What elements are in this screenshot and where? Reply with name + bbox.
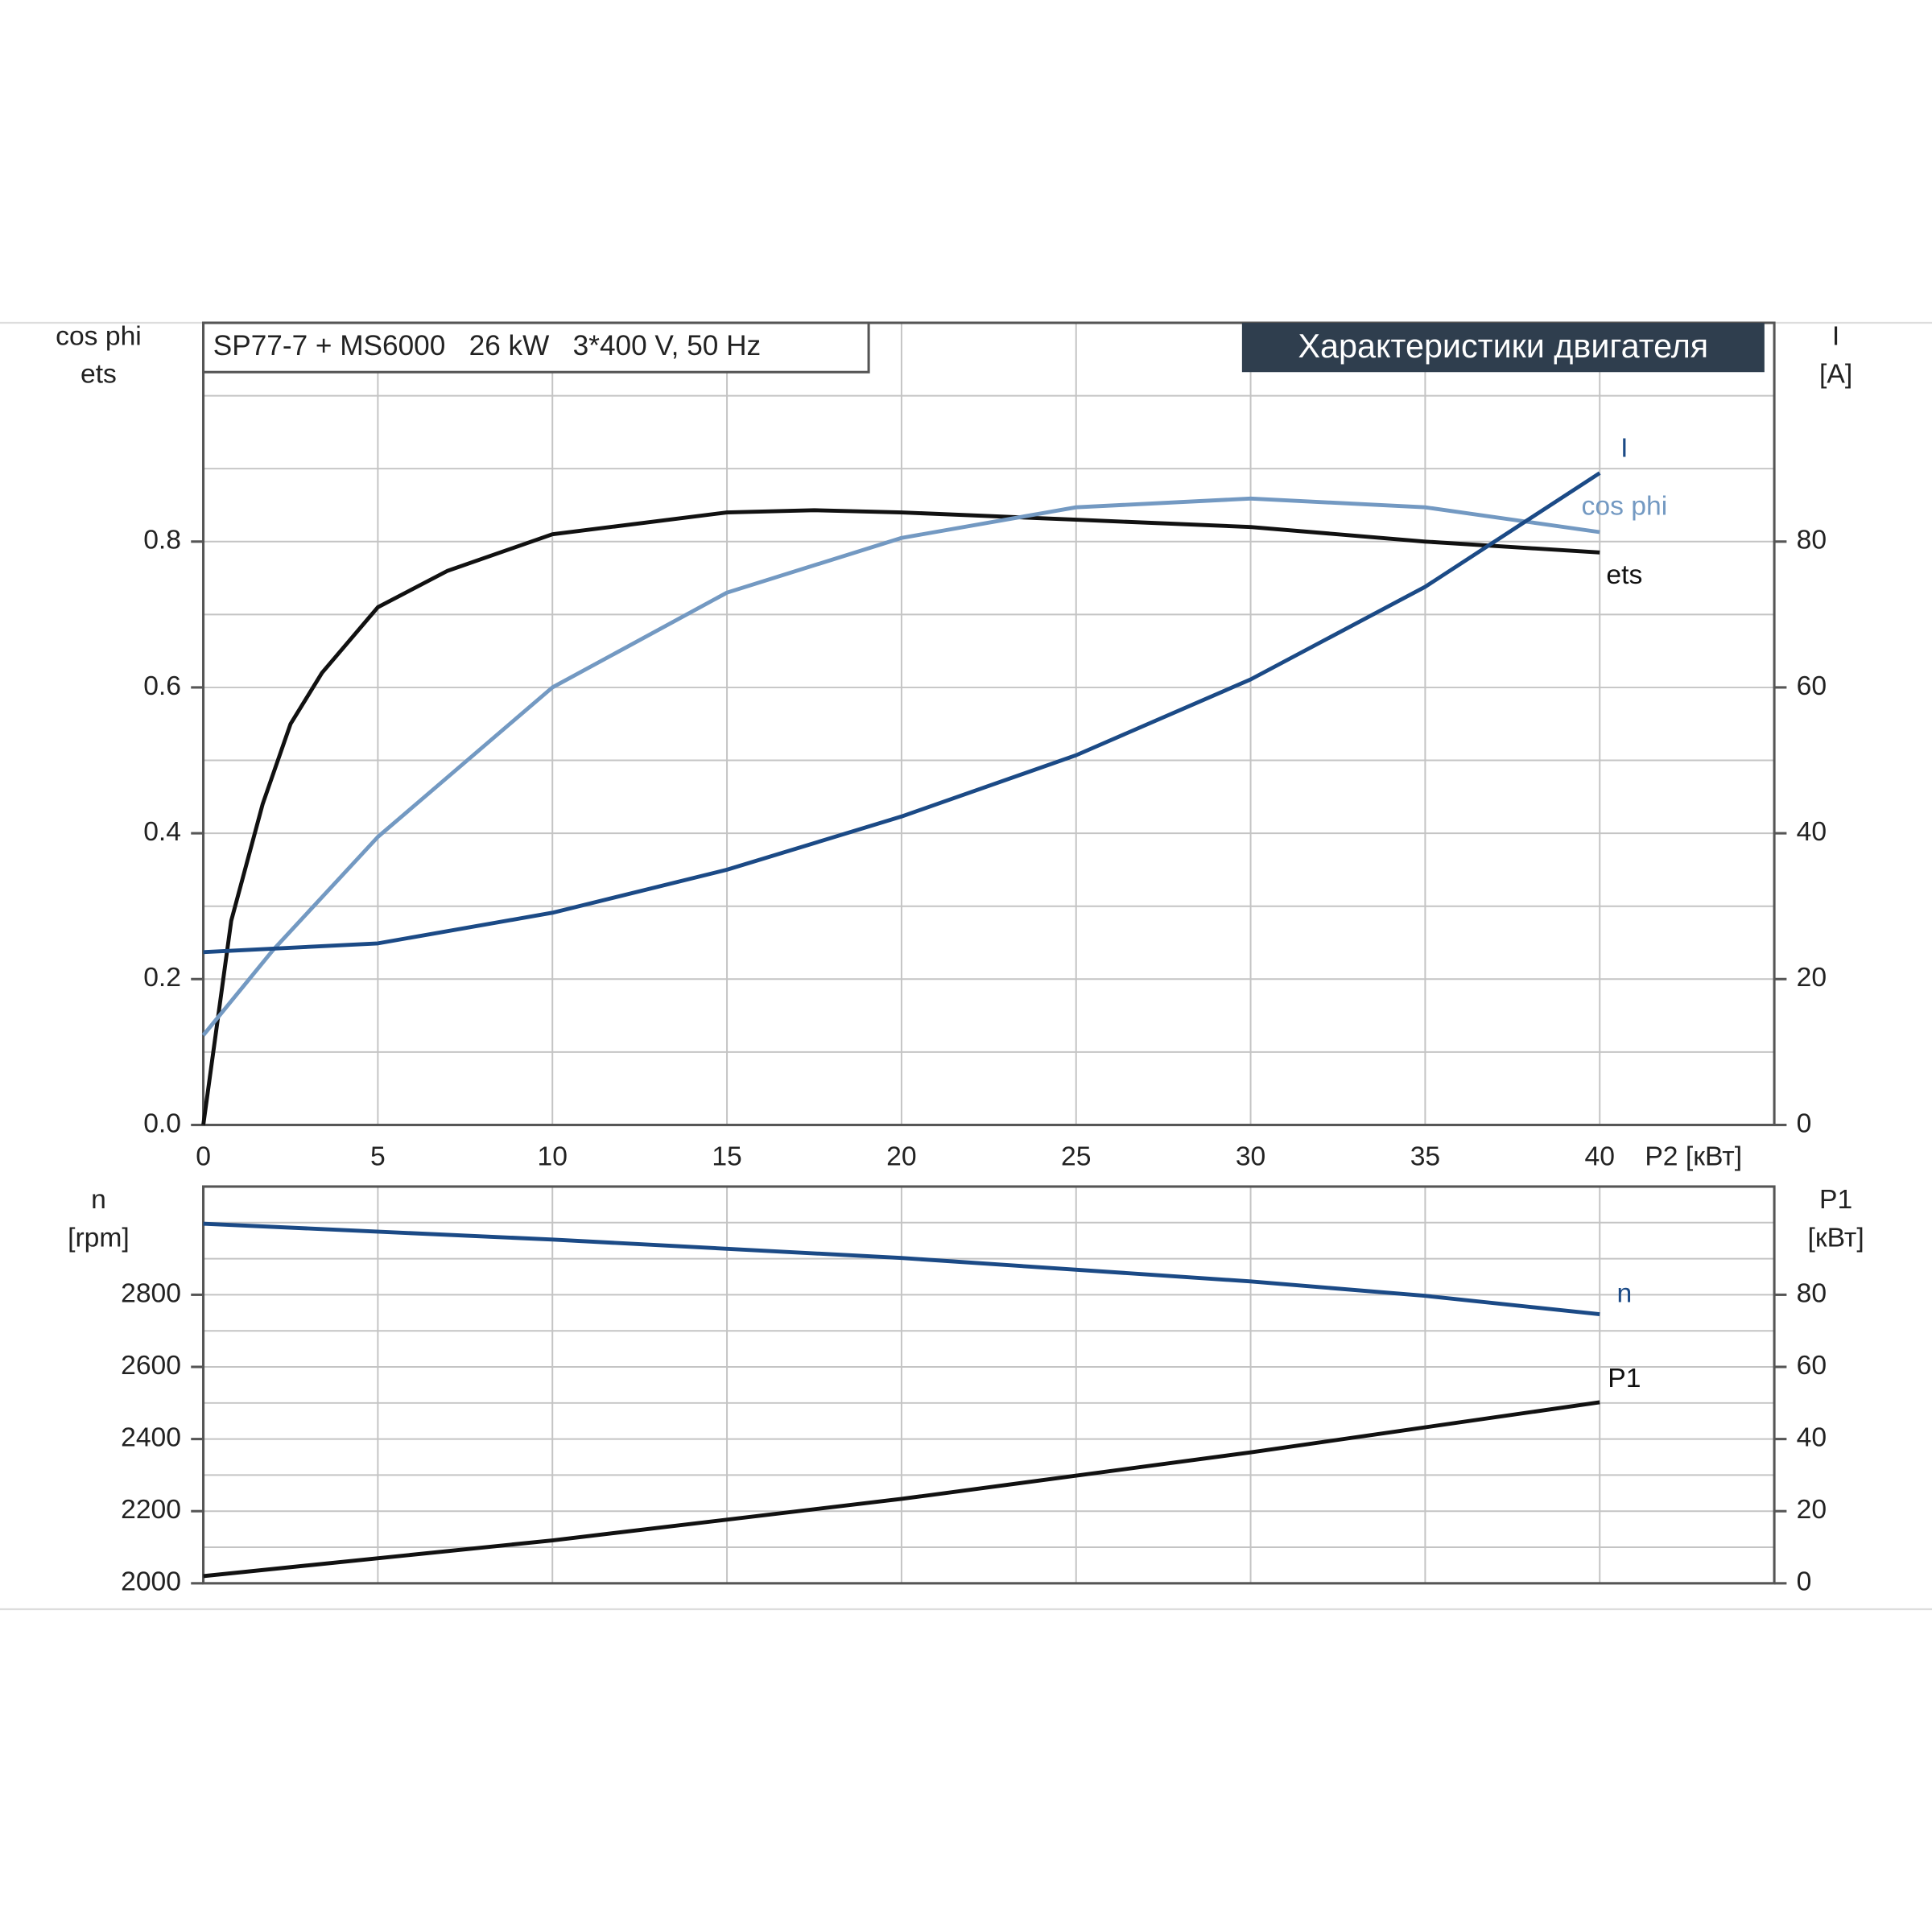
y-tick-label: 2800 xyxy=(121,1278,181,1308)
y2-tick-label: 20 xyxy=(1797,1495,1827,1525)
y2-axis-label: [кВт] xyxy=(1808,1224,1864,1253)
x-tick-label: 20 xyxy=(886,1142,916,1172)
x-tick-label: 15 xyxy=(712,1142,741,1172)
plot-frame xyxy=(202,1185,1776,1585)
y2-tick-label: 0 xyxy=(1797,1108,1812,1138)
y2-tick-label: 80 xyxy=(1797,1278,1827,1308)
series-label: P1 xyxy=(1608,1364,1641,1393)
x-tick-label: 25 xyxy=(1061,1142,1091,1172)
y-axis-label: [rpm] xyxy=(68,1224,130,1253)
series-line xyxy=(203,1400,1600,1579)
series-label: I xyxy=(1620,434,1628,464)
series-line xyxy=(201,496,1600,1037)
header-box xyxy=(1241,323,1765,373)
y-axis-label: n xyxy=(91,1185,106,1215)
y-tick-label: 0.4 xyxy=(143,817,181,847)
y-tick-label: 2200 xyxy=(121,1495,181,1525)
header: Характеристики двигателя xyxy=(1298,328,1708,365)
y-tick-label: 2600 xyxy=(121,1351,181,1381)
y-axis-label: ets xyxy=(80,360,117,390)
chart-title: SP77-7 + MS6000 26 kW 3*400 V, 50 Hz xyxy=(213,330,761,361)
y-tick-label: 0.8 xyxy=(143,526,181,555)
y2-tick-label: 20 xyxy=(1797,963,1827,993)
plot-frame xyxy=(202,321,1776,1126)
x-tick-label: 5 xyxy=(370,1142,386,1172)
y2-axis-label: [A] xyxy=(1819,360,1852,390)
x-tick-label: 10 xyxy=(538,1142,568,1172)
y2-tick-label: 80 xyxy=(1797,526,1827,555)
y-tick-label: 0.2 xyxy=(143,963,181,993)
x-tick-label: 0 xyxy=(196,1142,211,1172)
y2-axis-label: I xyxy=(1832,321,1839,351)
y2-tick-label: 40 xyxy=(1797,817,1827,847)
y-tick-label: 0.6 xyxy=(143,671,181,701)
y2-tick-label: 60 xyxy=(1797,671,1827,701)
x-axis-label: P2 [кВт] xyxy=(1645,1142,1742,1172)
y2-tick-label: 40 xyxy=(1797,1423,1827,1453)
y2-axis-label: P1 xyxy=(1819,1185,1852,1215)
y-tick-label: 2000 xyxy=(121,1567,181,1597)
series-label: n xyxy=(1616,1279,1632,1309)
y-tick-label: 0.0 xyxy=(143,1108,181,1138)
series-label: ets xyxy=(1606,560,1642,590)
x-tick-label: 30 xyxy=(1236,1142,1265,1172)
y-tick-label: 2400 xyxy=(121,1423,181,1453)
y-axis-label: cos phi xyxy=(56,321,142,351)
series-line xyxy=(203,471,1601,955)
x-tick-label: 40 xyxy=(1585,1142,1615,1172)
series-line xyxy=(203,1221,1600,1317)
series-line xyxy=(201,508,1600,1125)
series-label: cos phi xyxy=(1582,492,1668,522)
title-box xyxy=(202,321,870,374)
x-tick-label: 35 xyxy=(1410,1142,1440,1172)
y2-tick-label: 60 xyxy=(1797,1351,1827,1381)
y2-tick-label: 0 xyxy=(1797,1567,1812,1597)
